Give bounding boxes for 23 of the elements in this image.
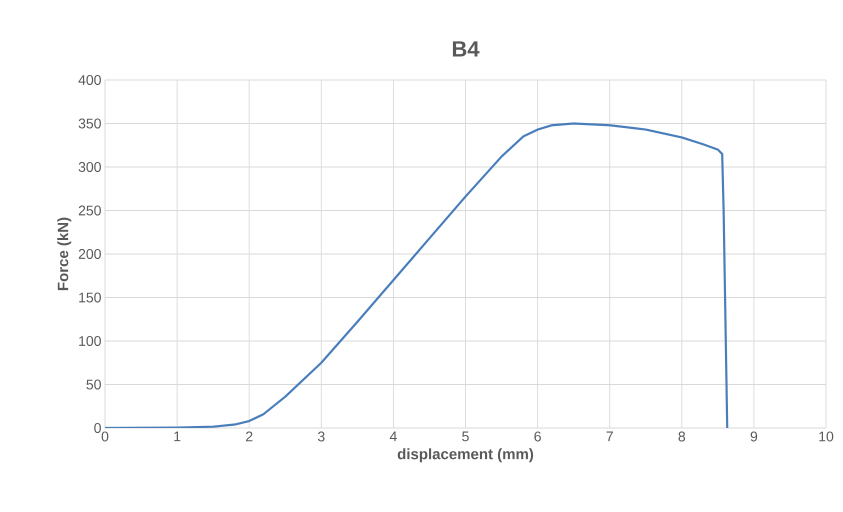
x-tick-label: 10 <box>819 432 834 442</box>
x-tick-label: 5 <box>462 432 469 442</box>
x-tick-label: 3 <box>318 432 325 442</box>
y-tick-label: 250 <box>78 206 101 216</box>
x-tick-label: 9 <box>750 432 758 442</box>
x-tick-label: 7 <box>606 432 613 442</box>
x-tick-label: 8 <box>678 432 686 442</box>
y-tick-label: 150 <box>79 292 101 302</box>
x-tick-label: 1 <box>174 432 180 442</box>
y-tick-label: 400 <box>78 75 101 85</box>
x-tick-label: 6 <box>534 432 541 442</box>
chart-title: B4 <box>452 41 480 56</box>
y-axis-title: Force (kN) <box>57 218 72 290</box>
y-tick-label: 50 <box>86 380 101 390</box>
x-tick-label: 0 <box>102 432 108 442</box>
y-tick-label: 200 <box>78 249 101 259</box>
y-tick-label: 350 <box>78 118 101 128</box>
y-tick-label: 300 <box>78 162 101 172</box>
y-tick-label: 100 <box>79 336 101 346</box>
x-tick-label: 2 <box>246 432 252 442</box>
x-tick-label: 4 <box>390 432 397 442</box>
x-axis-title: displacement (mm) <box>398 448 534 462</box>
y-tick-label: 0 <box>94 423 101 433</box>
